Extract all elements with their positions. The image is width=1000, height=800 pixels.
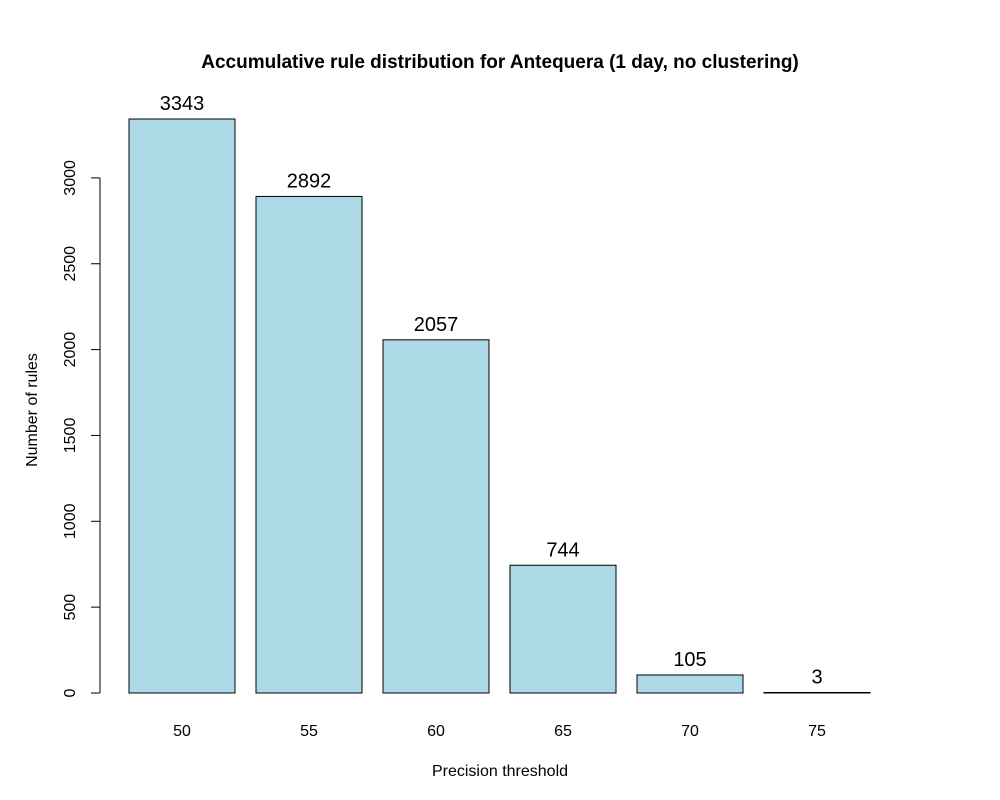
data-label: 744: [546, 539, 579, 561]
data-label: 2057: [414, 314, 459, 336]
x-tick-label: 60: [427, 723, 445, 740]
bar-55: [255, 195, 363, 694]
bar-65: [509, 564, 617, 694]
x-tick-label: 55: [300, 723, 318, 740]
data-label: 2892: [287, 170, 332, 192]
x-axis-label: Precision threshold: [432, 763, 568, 780]
y-axis: 0 500 1000 1500 2000 2500 3000: [62, 160, 101, 697]
bar-70: [636, 674, 744, 694]
x-tick-label: 70: [681, 723, 699, 740]
y-tick-label: 0: [62, 688, 79, 697]
y-tick-label: 1000: [62, 503, 79, 539]
y-tick-label: 2000: [62, 332, 79, 368]
data-label: 3343: [160, 93, 205, 115]
data-label: 3: [811, 666, 822, 688]
x-tick-labels: 50 55 60 65 70 75: [173, 723, 826, 740]
bars-group: [128, 118, 871, 694]
x-tick-label: 50: [173, 723, 191, 740]
bar-60: [382, 339, 490, 694]
x-tick-label: 65: [554, 723, 572, 740]
chart-title: Accumulative rule distribution for Anteq…: [201, 52, 799, 73]
bar-50: [128, 118, 236, 694]
bar-75: [763, 691, 871, 694]
y-axis-label: Number of rules: [24, 353, 41, 467]
y-tick-label: 2500: [62, 246, 79, 282]
y-tick-label: 500: [62, 594, 79, 621]
x-tick-label: 75: [808, 723, 826, 740]
y-tick-label: 3000: [62, 160, 79, 196]
data-label: 105: [673, 649, 706, 671]
value-labels: 3343 2892 2057 744 105 3: [160, 93, 823, 688]
y-tick-label: 1500: [62, 418, 79, 454]
